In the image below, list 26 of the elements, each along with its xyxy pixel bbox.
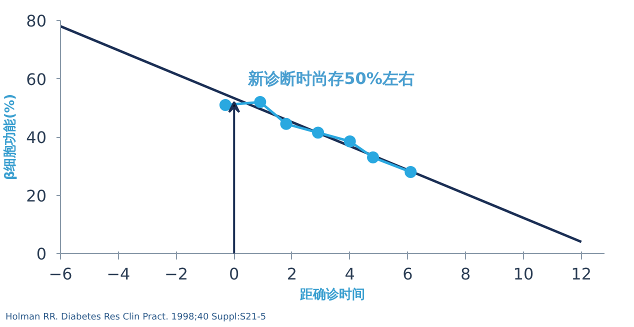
y-tick-label: 40: [26, 128, 46, 147]
y-tick-label: 80: [26, 12, 46, 30]
x-tick-label: −4: [106, 264, 130, 284]
point: [344, 135, 356, 148]
point: [219, 98, 232, 111]
y-tick-label: 0: [36, 244, 47, 264]
x-tick-label: 12: [571, 264, 592, 284]
x-tick-label: 2: [286, 264, 298, 284]
x-tick-label: 10: [513, 264, 534, 284]
x-tick-label: 8: [460, 264, 471, 284]
x-tick-label: −2: [164, 264, 188, 284]
x-tick-label: 6: [402, 264, 413, 284]
text: Holman RR. Diabetes Res Clin Pract. 1998;40 Suppl:S21-5: [6, 312, 266, 322]
x-tick-label: −6: [48, 264, 72, 284]
point: [280, 118, 292, 130]
point: [254, 96, 266, 108]
annotation: 新诊断时尚存50%左右: [247, 69, 414, 88]
x-tick-label: 4: [344, 264, 355, 284]
point: [312, 126, 324, 139]
y-tick-label: 20: [26, 186, 46, 206]
point: [367, 151, 380, 164]
y-axis-title: β细胞功能(%): [2, 94, 18, 180]
x-axis-title: 距确诊时间: [299, 288, 365, 302]
point: [404, 166, 417, 178]
y-tick-label: 60: [26, 70, 46, 89]
x-tick-label: 0: [229, 264, 240, 284]
